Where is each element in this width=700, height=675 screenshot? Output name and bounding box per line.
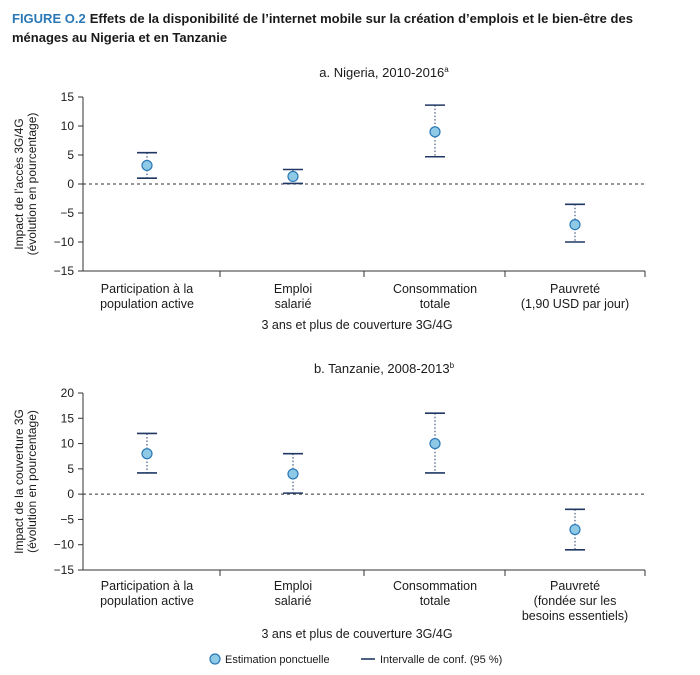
point-estimate-2 xyxy=(429,437,441,450)
category-label-2: Consommation totale xyxy=(393,282,477,311)
panel-title-superscript: b xyxy=(450,361,455,370)
y-tick-label: 10 xyxy=(61,119,75,133)
category-label-line: population active xyxy=(100,297,194,311)
category-label-line: besoins essentiels) xyxy=(522,609,628,623)
point-estimate-1 xyxy=(287,468,299,480)
category-label-line: (1,90 USD par jour) xyxy=(521,297,629,311)
y-tick-label: 15 xyxy=(61,411,75,425)
category-label-0: Participation à la population active xyxy=(100,282,194,311)
figure-label: FIGURE O.2 xyxy=(12,11,86,26)
panel-title: a. Nigeria, 2010-2016a xyxy=(319,65,449,80)
category-label-0: Participation à la population active xyxy=(100,579,194,608)
y-tick-label: 0 xyxy=(67,177,74,191)
y-tick-label: 5 xyxy=(67,462,74,476)
point-estimate-0 xyxy=(141,448,153,460)
point-estimate-2 xyxy=(429,126,441,138)
panel-title-text: b. Tanzanie, 2008-2013 xyxy=(314,361,450,376)
y-tick-label: 15 xyxy=(61,90,75,104)
point-estimate-3 xyxy=(569,219,581,231)
point-estimate-0 xyxy=(141,159,153,172)
category-label-1: Emploi salarié xyxy=(274,579,312,608)
figure-title: FIGURE O.2 Effets de la disponibilité de … xyxy=(12,9,682,47)
legend: Estimation ponctuelle Intervalle de conf.… xyxy=(209,653,502,666)
panel-title-text: a. Nigeria, 2010-2016 xyxy=(319,65,444,80)
y-tick-label: −15 xyxy=(54,264,75,278)
category-label-line: Participation à la xyxy=(101,282,193,296)
category-label-line: totale xyxy=(420,297,451,311)
category-label-line: Emploi xyxy=(274,579,312,593)
y-axis-title-line: (évolution en pourcentage) xyxy=(25,113,39,256)
y-axis-title-line: Impact de l’accès 3G/4G xyxy=(12,118,26,249)
category-label-line: salarié xyxy=(275,594,312,608)
category-label-line: (fondée sur les xyxy=(534,594,617,608)
panel-title-superscript: a xyxy=(444,65,449,74)
category-label-line: Consommation xyxy=(393,579,477,593)
legend-ci-label: Intervalle de conf. (95 %) xyxy=(380,654,502,666)
x-axis-title: 3 ans et plus de couverture 3G/4G xyxy=(261,627,452,641)
category-label-line: Emploi xyxy=(274,282,312,296)
chart-panel-a: a. Nigeria, 2010-2016a 15 10 5 0 −5 −10 −15 Part… xyxy=(12,65,646,332)
figure-title-text: Effets de la disponibilité de l’internet… xyxy=(12,11,633,45)
chart-panel-b: b. Tanzanie, 2008-2013b 20 15 10 5 0 −5 −10 −15 P… xyxy=(12,361,646,641)
category-label-line: Pauvreté xyxy=(550,282,600,296)
legend-point-marker xyxy=(209,653,221,665)
legend-point-label: Estimation ponctuelle xyxy=(225,654,330,666)
x-axis-title: 3 ans et plus de couverture 3G/4G xyxy=(261,318,452,332)
category-label-line: Consommation xyxy=(393,282,477,296)
category-label-line: salarié xyxy=(275,297,312,311)
point-estimate-3 xyxy=(569,523,581,536)
point-estimate-1 xyxy=(287,170,299,183)
y-tick-label: 5 xyxy=(67,148,74,162)
y-axis-title: Impact de la couverture 3G(évolution en … xyxy=(12,409,39,554)
category-label-line: population active xyxy=(100,594,194,608)
y-tick-label: −5 xyxy=(60,206,74,220)
category-label-2: Consommation totale xyxy=(393,579,477,608)
y-tick-label: −15 xyxy=(54,563,75,577)
y-axis-title-line: (évolution en pourcentage) xyxy=(25,410,39,553)
category-label-line: Participation à la xyxy=(101,579,193,593)
y-tick-label: −10 xyxy=(54,235,75,249)
y-tick-label: −10 xyxy=(54,538,75,552)
y-axis-title: Impact de l’accès 3G/4G(évolution en pou… xyxy=(12,113,39,256)
category-label-line: totale xyxy=(420,594,451,608)
y-tick-label: 0 xyxy=(67,487,74,501)
category-label-1: Emploi salarié xyxy=(274,282,312,311)
category-label-line: Pauvreté xyxy=(550,579,600,593)
category-label-3: Pauvreté (fondée sur les besoins essentiel… xyxy=(522,579,628,623)
y-tick-label: 20 xyxy=(61,386,75,400)
category-label-3: Pauvreté (1,90 USD par jour) xyxy=(521,282,629,311)
y-tick-label: 10 xyxy=(61,437,75,451)
y-tick-label: −5 xyxy=(60,512,74,526)
y-axis-title-line: Impact de la couverture 3G xyxy=(12,409,26,554)
panel-title: b. Tanzanie, 2008-2013b xyxy=(314,361,455,376)
